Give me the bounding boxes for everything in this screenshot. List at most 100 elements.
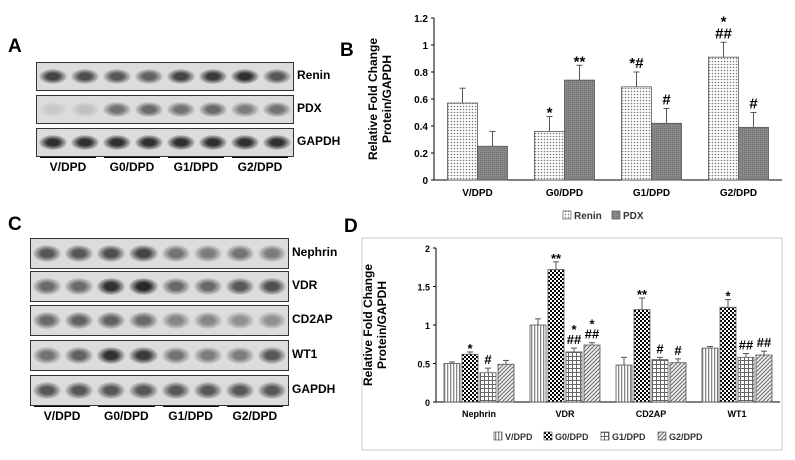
blot-band — [129, 347, 158, 364]
y-tick-label: 0.5 — [417, 360, 430, 370]
blot-band — [167, 134, 195, 151]
blot-label-vdr: VDR — [292, 277, 318, 292]
significance-mark: * — [571, 322, 577, 337]
blot-band — [39, 101, 67, 118]
blot-band — [225, 312, 254, 329]
legend-swatch — [543, 431, 553, 441]
significance-mark: ## — [739, 337, 754, 352]
blot-band — [97, 312, 126, 329]
bar-pdx — [477, 145, 508, 181]
blot-label-renin: Renin — [297, 67, 331, 82]
legend-swatch — [600, 431, 610, 441]
bar-renin — [621, 86, 652, 181]
bar-g1dpd — [737, 356, 755, 403]
panel-label-b: B — [340, 40, 354, 61]
legend-label: Renin — [574, 211, 602, 222]
blot-band — [199, 134, 227, 151]
legend-label: G1/DPD — [612, 432, 646, 442]
bar-g2dpd — [669, 362, 687, 403]
blot-label-gapdh: GAPDH — [292, 381, 336, 396]
legend-label: V/DPD — [505, 432, 533, 442]
significance-mark: # — [749, 96, 758, 113]
blot-strip-wt1 — [30, 340, 289, 371]
lane-group-line — [168, 157, 224, 158]
blot-band — [97, 382, 126, 399]
significance-mark: * — [547, 105, 553, 122]
blot-band — [161, 312, 190, 329]
blot-band — [199, 68, 227, 85]
legend-label: G0/DPD — [555, 432, 589, 442]
bar-g0dpd — [633, 309, 651, 403]
lane-group-label: V/DPD — [49, 160, 87, 174]
category-label: G1/DPD — [633, 188, 670, 199]
significance-mark: *# — [629, 55, 644, 72]
blot-band — [193, 312, 222, 329]
blot-band — [167, 68, 195, 85]
significance-mark: # — [674, 343, 682, 358]
bar-vdpd — [701, 347, 719, 403]
blot-band — [33, 382, 62, 399]
blot-band — [135, 134, 163, 151]
significance-mark: ** — [551, 251, 562, 266]
significance-mark: ** — [637, 287, 648, 302]
blot-band — [71, 101, 99, 118]
blot-band — [257, 278, 286, 295]
blot-strip-pdx — [36, 95, 294, 124]
y-axis-title-line1: Relative Fold Change — [361, 264, 375, 386]
bar-g0dpd — [461, 353, 479, 403]
legend-swatch — [657, 431, 667, 441]
blot-band — [225, 278, 254, 295]
blot-band — [129, 278, 158, 295]
blot-band — [129, 382, 158, 399]
blot-label-gapdh: GAPDH — [297, 133, 341, 148]
lane-group-label: G1/DPD — [173, 160, 219, 174]
lane-group-label: G2/DPD — [232, 409, 278, 423]
blot-band — [103, 134, 131, 151]
blot-band — [65, 312, 94, 329]
blot-strip-gapdh — [36, 128, 294, 157]
blot-band — [161, 382, 190, 399]
chart-frame — [361, 237, 783, 451]
blot-band — [257, 312, 286, 329]
blot-band — [231, 68, 259, 85]
legend-label: G2/DPD — [669, 432, 703, 442]
blot-band — [71, 68, 99, 85]
blot-band — [39, 68, 67, 85]
blot-label-wt1: WT1 — [292, 346, 318, 361]
category-label: G2/DPD — [720, 188, 757, 199]
blot-label-cd2ap: CD2AP — [292, 311, 333, 326]
blot-strip-renin — [36, 62, 294, 91]
category-label: WT1 — [728, 409, 747, 419]
panel-label-a: A — [8, 36, 22, 57]
blot-band — [193, 278, 222, 295]
bar-vdpd — [529, 324, 547, 403]
y-tick-label: 0.6 — [414, 95, 428, 106]
blot-band — [33, 347, 62, 364]
blot-band — [225, 382, 254, 399]
y-axis-title-line1: Relative Fold Change — [366, 38, 380, 160]
blot-band — [193, 245, 222, 262]
bar-g2dpd — [755, 354, 773, 403]
blot-band — [129, 312, 158, 329]
category-label: V/DPD — [462, 188, 493, 199]
panel-label-d: D — [344, 216, 358, 237]
blot-band — [161, 278, 190, 295]
lane-group-line — [232, 157, 288, 158]
category-label: Nephrin — [462, 409, 496, 419]
significance-mark: ## — [567, 332, 582, 347]
bar-vdpd — [615, 364, 633, 403]
blot-strip-nephrin — [30, 238, 289, 269]
bar-g2dpd — [583, 344, 601, 403]
blot-band — [167, 101, 195, 118]
y-tick-label: 0.4 — [414, 122, 428, 133]
significance-mark: ** — [574, 53, 586, 70]
lane-group-label: V/DPD — [43, 409, 81, 423]
legend-label: PDX — [623, 211, 644, 222]
category-label: CD2AP — [636, 409, 667, 419]
y-tick-label: 0.2 — [414, 149, 428, 160]
y-tick-label: 2 — [425, 244, 430, 254]
blot-band — [33, 312, 62, 329]
y-axis-title-line2: Protein/GAPDH — [375, 281, 389, 369]
blot-band — [257, 347, 286, 364]
blot-band — [135, 101, 163, 118]
